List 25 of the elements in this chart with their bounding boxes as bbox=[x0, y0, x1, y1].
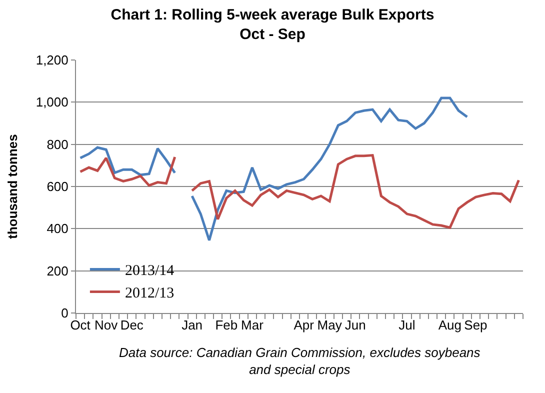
x-tick-label: Sep bbox=[464, 318, 488, 333]
x-tick-label: Mar bbox=[241, 318, 264, 333]
x-tick-label: Oct bbox=[70, 318, 91, 333]
x-tick-label: May bbox=[317, 318, 342, 333]
chart-subtitle: Oct - Sep bbox=[240, 26, 306, 44]
x-tick-label: Apr bbox=[294, 318, 315, 333]
x-tick-label: Nov bbox=[94, 318, 118, 333]
source-note: Data source: Canadian Grain Commission, excludes soybeans and special crops bbox=[119, 345, 481, 377]
x-tick-label: Feb bbox=[215, 318, 238, 333]
legend-label: 2013/14 bbox=[124, 263, 175, 280]
y-axis-title: thousand tonnes bbox=[4, 134, 20, 239]
y-tick-label: 200 bbox=[46, 263, 68, 278]
y-tick-label: 1,200 bbox=[36, 52, 68, 68]
y-tick-label: 1,000 bbox=[36, 94, 68, 110]
chart-title: Chart 1: Rolling 5-week average Bulk Exports bbox=[110, 6, 434, 24]
x-tick-label: Dec bbox=[120, 318, 144, 333]
y-tick-label: 400 bbox=[46, 221, 68, 236]
x-tick-label: Aug bbox=[438, 318, 462, 333]
y-tick-label: 600 bbox=[46, 179, 68, 194]
y-tick-label: 800 bbox=[46, 136, 68, 152]
x-tick-label: Jun bbox=[344, 318, 366, 333]
x-tick-label: Jul bbox=[398, 318, 416, 333]
y-tick-label: 0 bbox=[61, 306, 68, 321]
x-tick-label: Jan bbox=[182, 318, 203, 333]
legend-label: 2012/13 bbox=[124, 286, 174, 302]
